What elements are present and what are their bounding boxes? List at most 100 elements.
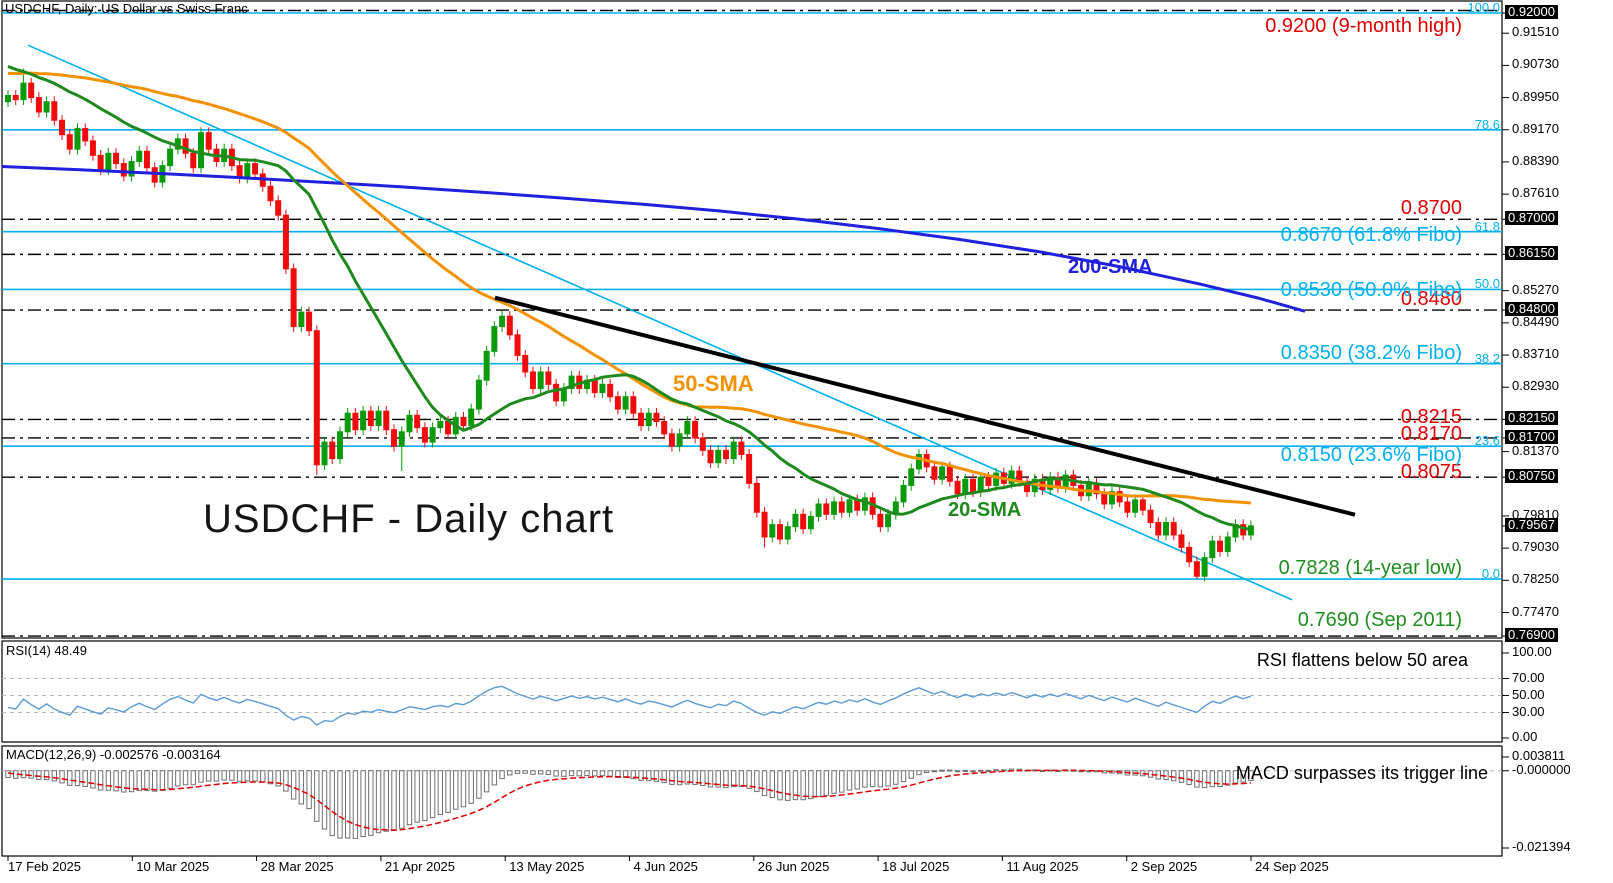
- descending-trendline-thin: [27, 44, 1293, 601]
- macd-histogram-bar: [182, 770, 189, 786]
- macd-histogram-bar: [167, 770, 173, 789]
- candle-body: [290, 268, 297, 328]
- macd-histogram-bar: [970, 770, 976, 773]
- macd-panel-area[interactable]: [2, 746, 1502, 856]
- macd-histogram-bar: [839, 770, 845, 793]
- macd-histogram-bar: [831, 770, 837, 794]
- macd-histogram-bar: [329, 770, 335, 837]
- macd-histogram-bar: [445, 770, 451, 814]
- candle-body: [1201, 557, 1208, 577]
- candle-body: [846, 499, 853, 513]
- candle-body: [74, 128, 81, 150]
- candle-body: [676, 433, 683, 447]
- candle-body: [136, 150, 143, 163]
- macd-histogram-bar: [522, 770, 528, 774]
- candle-body: [908, 468, 915, 486]
- candle-body: [383, 410, 390, 431]
- candle-body: [985, 476, 992, 486]
- candle-body: [1047, 476, 1054, 491]
- candle-body: [522, 354, 529, 373]
- candle-body: [1193, 561, 1200, 577]
- macd-histogram-bar: [808, 770, 814, 800]
- macd-histogram-bar: [468, 770, 474, 804]
- candle-body: [954, 480, 961, 495]
- candle-body: [738, 441, 745, 455]
- candle-body: [599, 383, 606, 394]
- candle-body: [730, 441, 737, 460]
- macd-histogram-bar: [931, 770, 938, 773]
- macd-histogram-bar: [67, 770, 73, 786]
- candle-body: [645, 412, 652, 427]
- price-axis[interactable]: [1502, 0, 1613, 856]
- candle-body: [746, 453, 753, 484]
- macd-histogram-bar: [499, 770, 505, 780]
- macd-histogram-bar: [28, 770, 34, 779]
- macd-histogram-bar: [74, 770, 81, 787]
- descending-trendline-black: [494, 295, 1356, 517]
- candle-body: [475, 379, 482, 410]
- candle-body: [792, 513, 799, 528]
- macd-histogram-bar: [267, 770, 274, 785]
- rsi-panel-area[interactable]: [2, 641, 1502, 742]
- macd-histogram-bar: [406, 770, 413, 826]
- macd-histogram-bar: [584, 770, 590, 776]
- candle-body: [59, 119, 66, 136]
- macd-histogram-bar: [985, 769, 992, 772]
- candle-body: [661, 420, 668, 435]
- candle-body: [143, 150, 150, 169]
- macd-histogram-bar: [1209, 770, 1216, 788]
- macd-histogram-bar: [777, 770, 783, 801]
- candle-body: [329, 441, 336, 460]
- candle-body: [205, 132, 212, 150]
- sma-20-line: [7, 64, 1252, 532]
- main-chart-area[interactable]: [2, 0, 1502, 638]
- macd-histogram-bar: [630, 770, 637, 780]
- candle-body: [483, 350, 490, 381]
- macd-histogram-bar: [746, 770, 752, 789]
- candle-body: [545, 371, 552, 385]
- macd-histogram-bar: [337, 770, 343, 839]
- candle-body: [190, 152, 197, 169]
- candle-body: [1217, 540, 1224, 552]
- macd-histogram-bar: [453, 770, 459, 810]
- macd-histogram-bar: [5, 770, 11, 779]
- candle-body: [699, 437, 706, 451]
- macd-histogram-bar: [638, 770, 644, 781]
- candle-body: [761, 511, 768, 538]
- candle-body: [306, 311, 313, 332]
- candle-body: [877, 513, 884, 528]
- macd-histogram-bar: [429, 770, 436, 819]
- macd-histogram-bar: [785, 770, 791, 801]
- candle-body: [468, 408, 475, 427]
- macd-histogram-bar: [1232, 770, 1239, 784]
- candle-body: [51, 101, 58, 121]
- candle-body: [537, 371, 544, 389]
- macd-histogram-bar: [252, 770, 258, 782]
- macd-histogram-bar: [545, 770, 552, 776]
- macd-histogram-bar: [128, 770, 135, 793]
- macd-histogram-bar: [761, 770, 768, 797]
- candle-body: [120, 163, 127, 177]
- candle-body: [275, 200, 282, 216]
- macd-histogram-bar: [993, 769, 999, 772]
- macd-histogram-bar: [893, 770, 899, 785]
- candle-body: [437, 420, 444, 429]
- macd-histogram-bar: [1248, 770, 1254, 781]
- macd-histogram-bar: [815, 770, 822, 798]
- time-axis[interactable]: [2, 856, 1502, 883]
- candle-body: [20, 82, 27, 101]
- candle-body: [321, 441, 328, 466]
- macd-histogram-bar: [314, 770, 320, 822]
- macd-histogram-bar: [198, 770, 204, 783]
- candle-body: [707, 449, 714, 464]
- macd-histogram-bar: [298, 770, 305, 805]
- macd-histogram-bar: [1201, 770, 1208, 789]
- candle-body: [1124, 501, 1131, 513]
- macd-histogram-bar: [290, 770, 297, 800]
- macd-histogram-bar: [59, 770, 65, 784]
- candle-body: [800, 513, 807, 530]
- macd-histogram-bar: [175, 770, 181, 787]
- macd-histogram-bar: [661, 770, 667, 784]
- candle-body: [1116, 491, 1123, 503]
